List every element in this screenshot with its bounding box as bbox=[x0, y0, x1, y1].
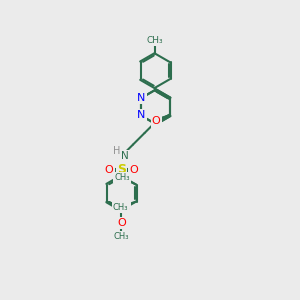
Text: O: O bbox=[152, 116, 161, 127]
Text: N: N bbox=[137, 110, 146, 120]
Text: CH₃: CH₃ bbox=[113, 203, 128, 212]
Text: O: O bbox=[129, 165, 138, 175]
Text: O: O bbox=[117, 218, 126, 228]
Text: O: O bbox=[105, 165, 113, 175]
Text: N: N bbox=[137, 93, 146, 103]
Text: CH₃: CH₃ bbox=[115, 203, 130, 212]
Text: S: S bbox=[117, 164, 126, 176]
Text: CH₃: CH₃ bbox=[115, 173, 130, 182]
Text: CH₃: CH₃ bbox=[114, 232, 129, 242]
Text: CH₃: CH₃ bbox=[147, 36, 164, 45]
Text: N: N bbox=[121, 151, 128, 161]
Text: H: H bbox=[112, 146, 120, 157]
